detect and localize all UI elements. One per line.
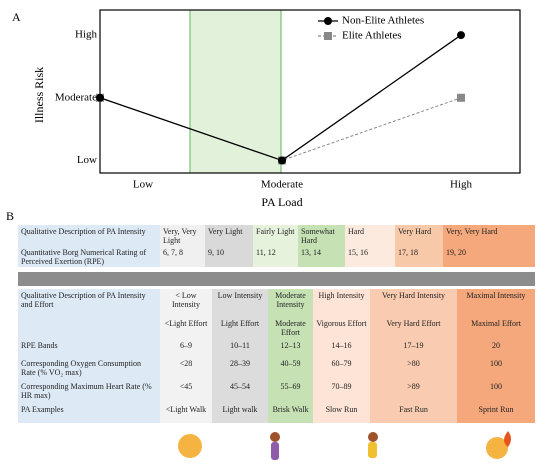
table-cell: Vigorous Effort xyxy=(313,317,370,339)
table-cell: High Intensity xyxy=(313,289,370,317)
table-cell: PA Examples xyxy=(18,403,160,423)
legend-marker xyxy=(324,17,332,25)
y-axis-label: Illness Risk xyxy=(32,67,46,123)
icons xyxy=(178,431,511,460)
table-cell: Hard xyxy=(345,225,395,246)
table-cell: 28–39 xyxy=(212,357,268,380)
table-cell: Slow Run xyxy=(313,403,370,423)
point xyxy=(96,93,104,102)
icon-walker-body xyxy=(271,442,279,460)
table-cell: Fairly Light xyxy=(253,225,298,246)
table-cell: 6–9 xyxy=(160,339,212,357)
table-cell: 100 xyxy=(457,380,535,403)
table-cell: 12–13 xyxy=(268,339,313,357)
separator xyxy=(18,272,535,286)
table-cell: >89 xyxy=(370,380,457,403)
table-cell: Qualitative Description of PA Intensity … xyxy=(18,289,160,317)
table-cell: 70–89 xyxy=(313,380,370,403)
table-cell: <28 xyxy=(160,357,212,380)
panel-label: A xyxy=(12,10,21,24)
point xyxy=(457,31,465,40)
table-cell: 17, 18 xyxy=(395,246,443,267)
table-cell: 20 xyxy=(457,339,535,357)
table-cell: 13, 14 xyxy=(298,246,345,267)
icon-muscle xyxy=(178,434,202,458)
table-cell: 17–19 xyxy=(370,339,457,357)
table-cell: Corresponding Maximum Heart Rate (% HR m… xyxy=(18,380,160,403)
table-cell: 55–69 xyxy=(268,380,313,403)
table-cell: Corresponding Oxygen Consumption Rate (%… xyxy=(18,357,160,380)
table-cell: Very, Very Light xyxy=(160,225,205,246)
table-cell: Fast Run xyxy=(370,403,457,423)
icon-walker xyxy=(270,432,280,442)
table-cell: <Light Walk xyxy=(160,403,212,423)
table-cell: Very, Very Hard xyxy=(443,225,535,246)
y-tick-label: High xyxy=(75,29,98,41)
table-cell: Low Intensity xyxy=(212,289,268,317)
y-tick-label: Moderate xyxy=(55,91,97,103)
table-cell: 6, 7, 8 xyxy=(160,246,205,267)
legend-label: Elite Athletes xyxy=(342,30,402,42)
y-tick-label: Low xyxy=(77,154,97,166)
table-cell: 10–11 xyxy=(212,339,268,357)
table-cell: <45 xyxy=(160,380,212,403)
table-cell: <Light Effort xyxy=(160,317,212,339)
x-tick-label: Low xyxy=(133,179,153,191)
table-cell: 15, 16 xyxy=(345,246,395,267)
table-cell: Qualitative Description of PA Intensity xyxy=(18,225,160,246)
table-cell: 100 xyxy=(457,357,535,380)
table-cell: >80 xyxy=(370,357,457,380)
table-cell: Brisk Walk xyxy=(268,403,313,423)
x-tick-label: High xyxy=(450,179,473,191)
icon-runner-body xyxy=(368,442,377,458)
table-cell: 45–54 xyxy=(212,380,268,403)
table-cell: 60–79 xyxy=(313,357,370,380)
table-cell: Maximal Intensity xyxy=(457,289,535,317)
table-cell: 19, 20 xyxy=(443,246,535,267)
table-cell: < Low Intensity xyxy=(160,289,212,317)
table-cell: Very Hard xyxy=(395,225,443,246)
table-cell: Very Hard Intensity xyxy=(370,289,457,317)
table-cell: Light walk xyxy=(212,403,268,423)
table-cell: Very Light xyxy=(205,225,253,246)
table-cell xyxy=(18,317,160,339)
table-cell: RPE Bands xyxy=(18,339,160,357)
table-cell: 40–59 xyxy=(268,357,313,380)
table-cell: 9, 10 xyxy=(205,246,253,267)
table-cell: Sprint Run xyxy=(457,403,535,423)
chart: A PA Load Illness Risk Low Moderate High Lo… xyxy=(12,9,521,209)
table-cell: 11, 12 xyxy=(253,246,298,267)
table-cell: 14–16 xyxy=(313,339,370,357)
highlight-band xyxy=(189,9,282,174)
icon-runner xyxy=(368,432,378,442)
legend-label: Non-Elite Athletes xyxy=(342,15,424,27)
x-axis-label: PA Load xyxy=(261,195,302,209)
table-cell: Maximal Effort xyxy=(457,317,535,339)
table-cell: Light Effort xyxy=(212,317,268,339)
table-cell: Moderate Effort xyxy=(268,317,313,339)
table-cell: Quantitative Borg Numerical Rating of Pe… xyxy=(18,246,160,267)
table-cell: Somewhat Hard xyxy=(298,225,345,246)
point xyxy=(278,156,286,165)
plot-frame xyxy=(99,9,521,174)
icon-muscle-fire xyxy=(486,437,508,459)
point xyxy=(457,93,465,102)
panel-label: B xyxy=(6,209,15,223)
table-cell: Very Hard Effort xyxy=(370,317,457,339)
x-tick-label: Moderate xyxy=(261,179,303,191)
legend-marker xyxy=(324,32,332,40)
table-cell: Moderate Intensity xyxy=(268,289,313,317)
icon-fire xyxy=(504,431,511,447)
